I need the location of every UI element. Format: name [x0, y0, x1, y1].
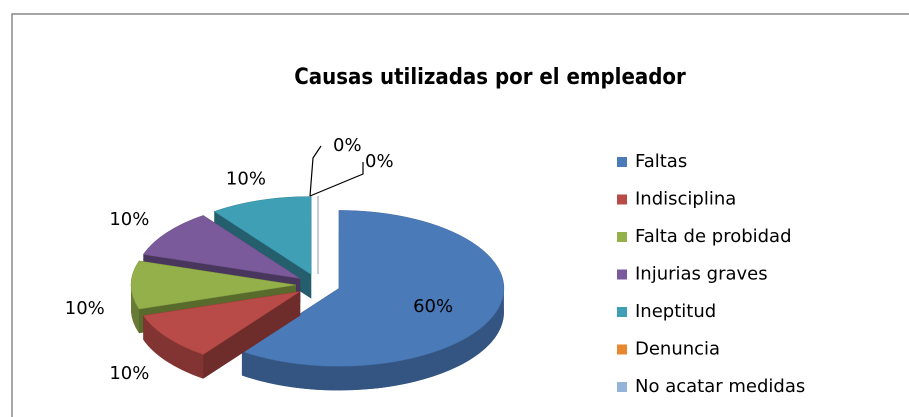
pie-slice	[142, 291, 301, 379]
data-label: 0%	[333, 135, 362, 156]
slice-top	[142, 215, 301, 279]
data-label: 10%	[65, 298, 105, 319]
legend-swatch	[617, 194, 627, 205]
leader-line	[309, 162, 364, 197]
slice-wall	[131, 285, 140, 334]
data-label: 10%	[109, 209, 149, 230]
chart-title: Causas utilizadas por el empleador	[294, 65, 686, 90]
legend-swatch	[617, 232, 627, 242]
legend-swatch	[617, 157, 627, 167]
legend-label: Falta de probidad	[635, 226, 792, 247]
data-label: 10%	[109, 363, 149, 384]
legend-label: Injurias graves	[635, 264, 768, 285]
legend-label: Faltas	[635, 151, 687, 172]
pie-slice	[241, 210, 505, 391]
legend-label: Denuncia	[635, 339, 720, 360]
slice-top	[241, 210, 505, 367]
data-label: 0%	[365, 151, 394, 172]
data-label: 60%	[413, 296, 453, 317]
slice-top	[142, 291, 301, 355]
slice-top	[130, 260, 297, 310]
slice-wall	[241, 288, 504, 391]
legend-swatch	[617, 307, 627, 317]
slice-top	[213, 196, 312, 275]
legend-label: Indisciplina	[635, 189, 736, 210]
legend-label: No acatar medidas	[635, 376, 805, 397]
data-label: 10%	[226, 169, 266, 190]
legend-label: Ineptitud	[635, 301, 716, 322]
leader-line	[309, 145, 322, 197]
legend-swatch	[617, 344, 627, 355]
pie-slice	[142, 215, 301, 303]
legend-swatch	[617, 269, 627, 280]
legend-swatch	[617, 382, 627, 392]
